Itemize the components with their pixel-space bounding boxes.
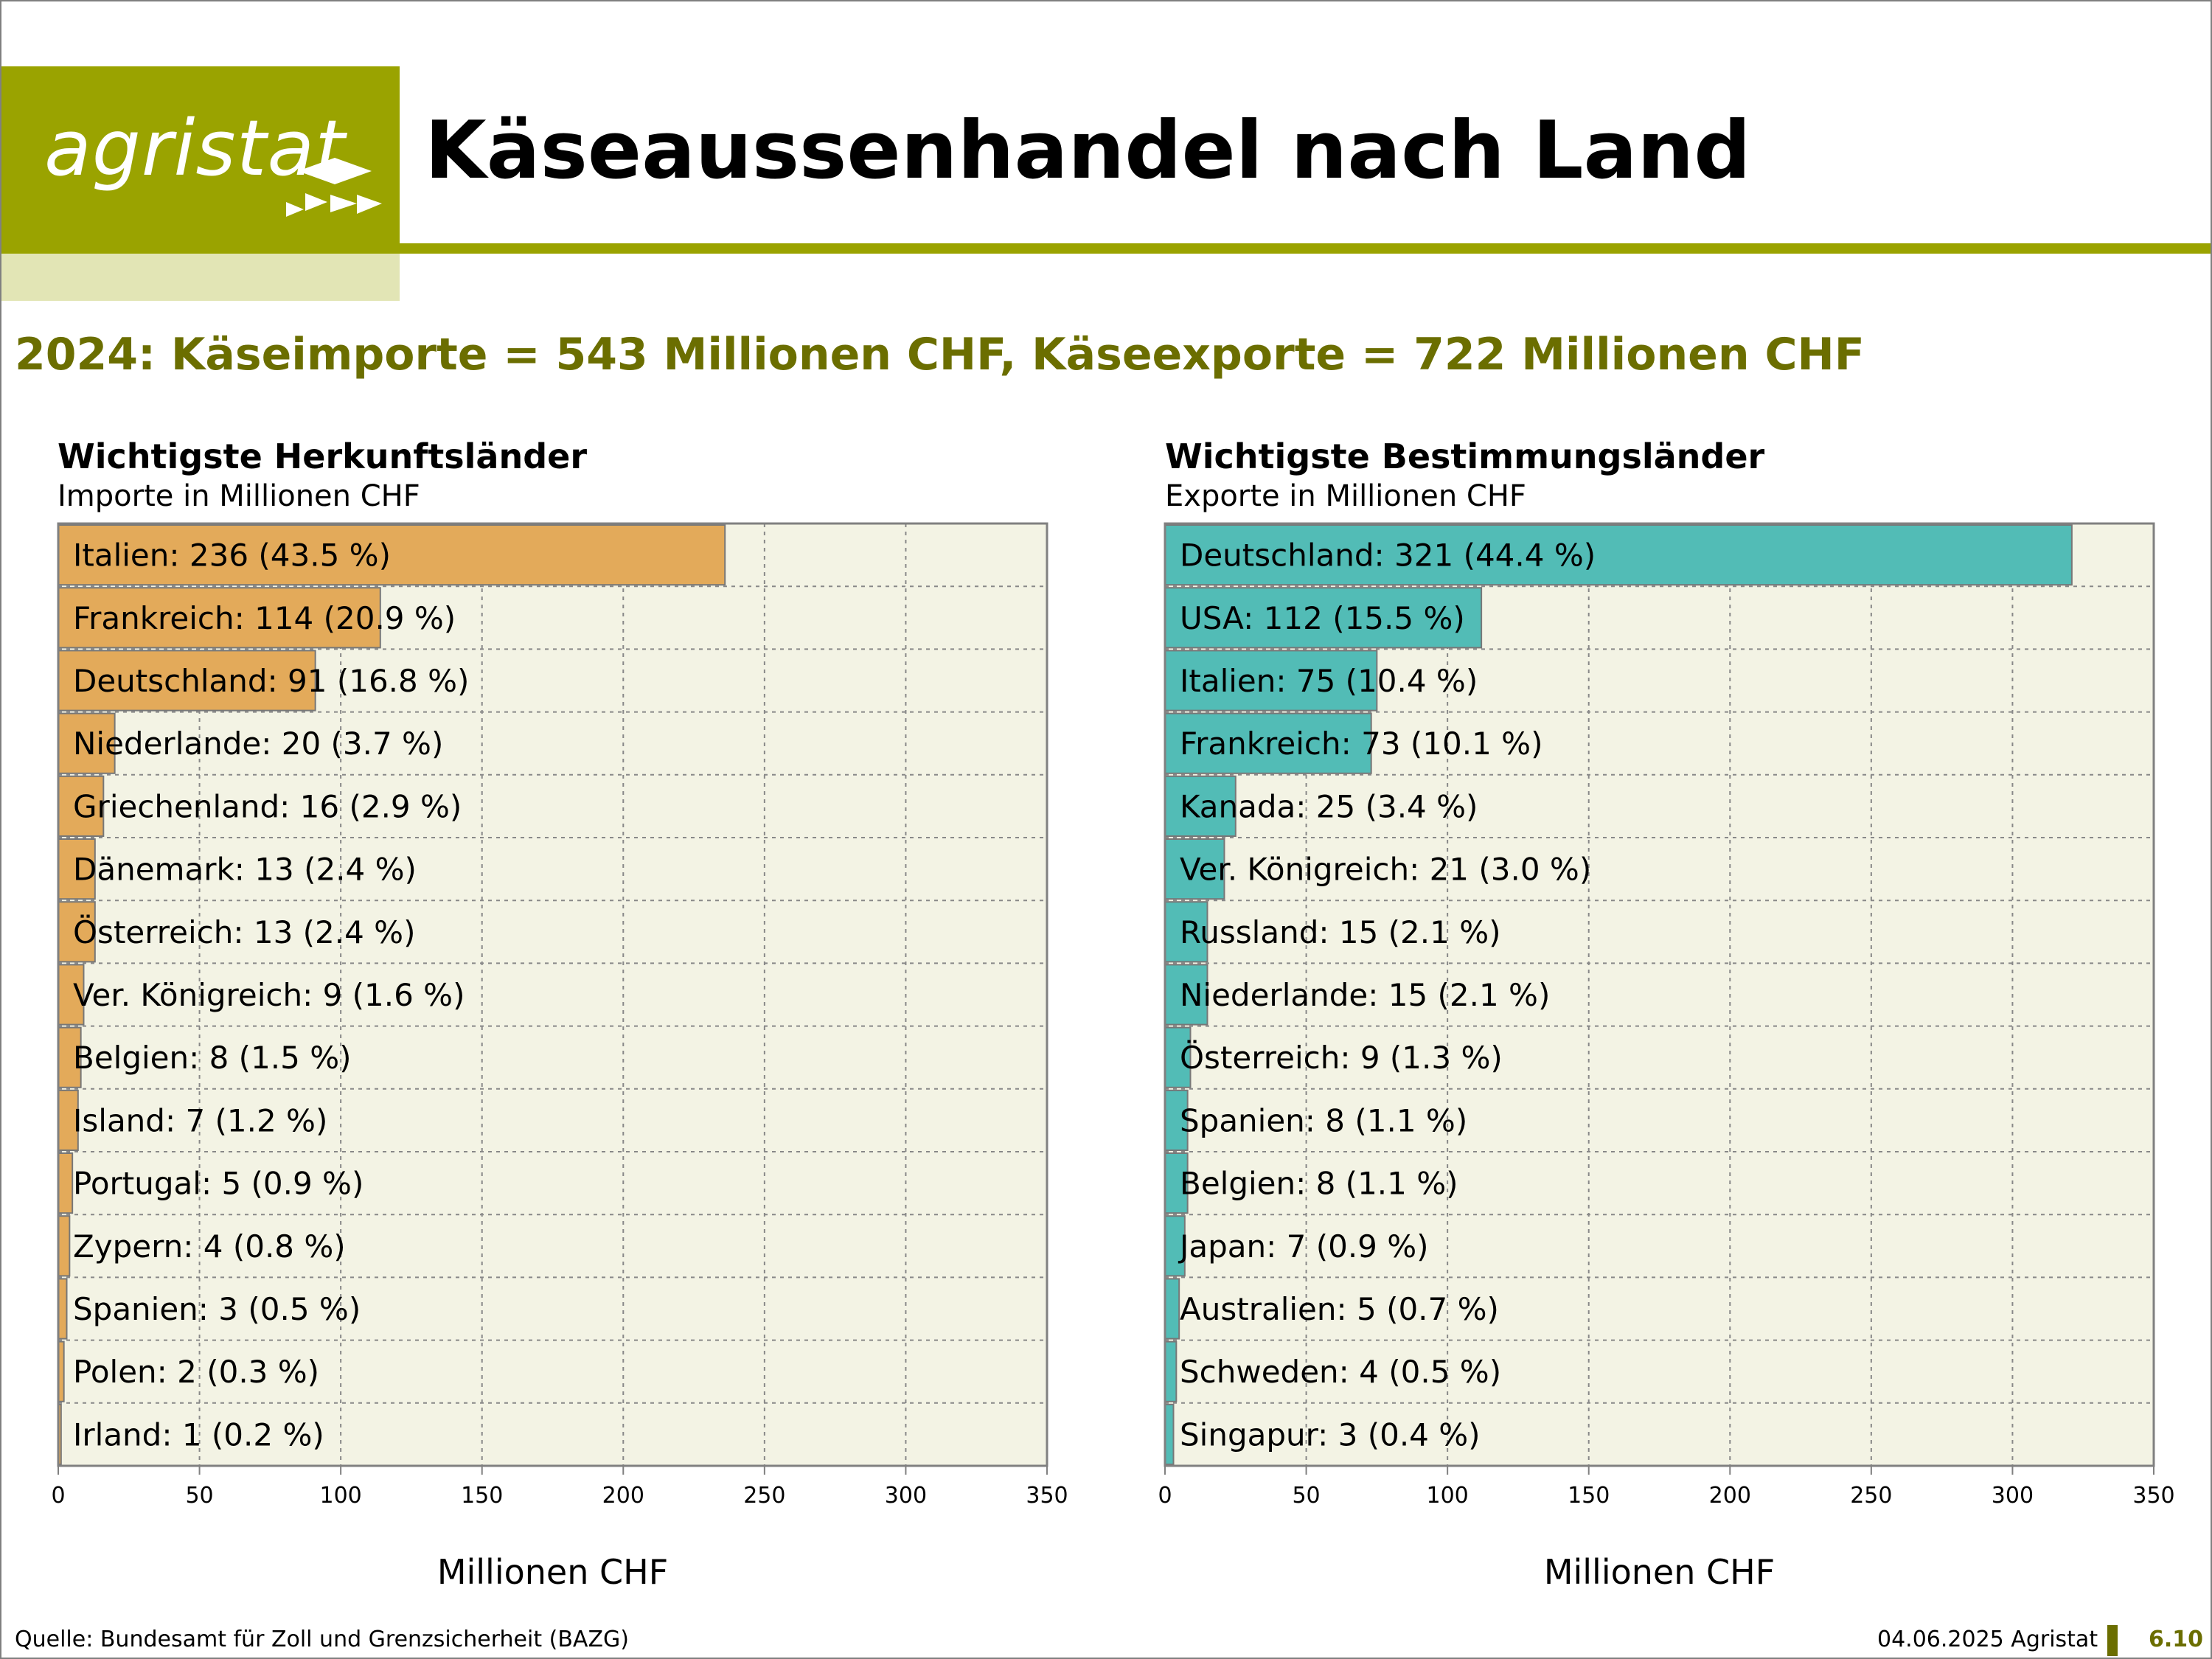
import-bar-label: Dänemark: 13 (2.4 %) <box>73 852 417 888</box>
import-bar-label: Zypern: 4 (0.8 %) <box>73 1228 346 1265</box>
export-bar <box>1164 1152 1189 1214</box>
import-bar-label: Niederlande: 20 (3.7 %) <box>73 726 443 762</box>
export-bar-label: Belgien: 8 (1.1 %) <box>1180 1166 1458 1202</box>
import-bar <box>58 524 726 586</box>
import-bar-label: Portugal: 5 (0.9 %) <box>73 1166 364 1202</box>
import-x-tick-label: 0 <box>51 1483 65 1509</box>
import-bar-label: Österreich: 13 (2.4 %) <box>73 914 415 950</box>
import-bar <box>58 587 381 649</box>
export-bar-label: Deutschland: 321 (44.4 %) <box>1180 538 1596 574</box>
import-bar <box>58 964 85 1026</box>
export-bar-label: Kanada: 25 (3.4 %) <box>1180 788 1478 824</box>
export-bar <box>1164 1278 1180 1340</box>
export-bar <box>1164 1089 1189 1152</box>
page-title: Käseaussenhandel nach Land <box>425 105 1751 197</box>
export-bar <box>1164 964 1208 1026</box>
export-chart-title: Wichtigste Bestimmungsländer <box>1165 437 1765 476</box>
import-bar <box>58 775 105 838</box>
export-bar-label: Spanien: 8 (1.1 %) <box>1180 1102 1467 1138</box>
export-x-tick-label: 300 <box>1992 1483 2034 1509</box>
import-bar-label: Island: 7 (1.2 %) <box>73 1102 327 1138</box>
export-bar-label: Singapur: 3 (0.4 %) <box>1180 1416 1481 1453</box>
export-bar-label: Frankreich: 73 (10.1 %) <box>1180 726 1543 762</box>
footer-date: 04.06.2025 Agristat <box>1877 1627 2098 1652</box>
export-bar <box>1164 524 2073 586</box>
import-bar-label: Deutschland: 91 (16.8 %) <box>73 663 469 699</box>
import-bar <box>58 650 316 712</box>
page-subtitle: 2024: Käseimporte = 543 Millionen CHF, K… <box>15 329 1865 380</box>
import-bar-label: Italien: 236 (43.5 %) <box>73 538 391 574</box>
export-x-tick-label: 350 <box>2132 1483 2174 1509</box>
export-x-tick-label: 150 <box>1568 1483 1610 1509</box>
export-bar-label: Schweden: 4 (0.5 %) <box>1180 1354 1501 1390</box>
export-x-tick-label: 0 <box>1158 1483 1172 1509</box>
import-x-axis-label: Millionen CHF <box>437 1552 668 1592</box>
export-x-tick-label: 250 <box>1850 1483 1892 1509</box>
import-x-tick-label: 150 <box>461 1483 503 1509</box>
export-x-tick-label: 50 <box>1292 1483 1320 1509</box>
import-chart-subtitle: Importe in Millionen CHF <box>58 479 420 513</box>
import-bar-label: Polen: 2 (0.3 %) <box>73 1354 319 1390</box>
export-bar <box>1164 1215 1186 1277</box>
import-bar-label: Spanien: 3 (0.5 %) <box>73 1291 361 1327</box>
export-bar-label: Italien: 75 (10.4 %) <box>1180 663 1478 699</box>
export-bar-label: Niederlande: 15 (2.1 %) <box>1180 977 1550 1013</box>
export-x-axis-label: Millionen CHF <box>1544 1552 1775 1592</box>
export-bar <box>1164 1026 1192 1088</box>
import-x-tick-label: 50 <box>185 1483 213 1509</box>
import-x-tick-label: 200 <box>602 1483 644 1509</box>
export-x-tick-label: 100 <box>1427 1483 1469 1509</box>
export-bar-label: USA: 112 (15.5 %) <box>1180 600 1465 636</box>
export-bar <box>1164 838 1225 900</box>
title-rule <box>400 243 2211 254</box>
export-bar <box>1164 712 1372 774</box>
import-bar-label: Belgien: 8 (1.5 %) <box>73 1040 352 1076</box>
import-x-tick-label: 350 <box>1026 1483 1068 1509</box>
export-bar <box>1164 901 1208 963</box>
export-bar <box>1164 1340 1178 1402</box>
import-x-tick-label: 100 <box>320 1483 362 1509</box>
import-bar <box>58 838 96 900</box>
export-bar-label: Ver. Königreich: 21 (3.0 %) <box>1180 852 1591 888</box>
page-number: 6.10 <box>2149 1627 2204 1652</box>
export-x-tick-label: 200 <box>1709 1483 1751 1509</box>
logo-underlay <box>1 254 400 301</box>
import-bar-label: Griechenland: 16 (2.9 %) <box>73 788 462 824</box>
export-bar-label: Russland: 15 (2.1 %) <box>1180 914 1500 950</box>
logo-text: agristat <box>44 103 346 193</box>
logo-mark-icon <box>286 158 382 217</box>
import-bar-label: Irland: 1 (0.2 %) <box>73 1416 324 1453</box>
export-bar <box>1164 1403 1175 1466</box>
export-chart-subtitle: Exporte in Millionen CHF <box>1165 479 1526 513</box>
import-bar-label: Frankreich: 114 (20.9 %) <box>73 600 456 636</box>
import-plot-border <box>57 522 1048 1467</box>
footer-source: Quelle: Bundesamt für Zoll und Grenzsich… <box>15 1627 629 1652</box>
import-chart-title: Wichtigste Herkunftsländer <box>58 437 588 476</box>
export-bar <box>1164 775 1237 838</box>
export-bar-label: Japan: 7 (0.9 %) <box>1178 1228 1429 1265</box>
export-bar-label: Australien: 5 (0.7 %) <box>1180 1291 1499 1327</box>
import-x-tick-label: 300 <box>885 1483 927 1509</box>
export-plot-border <box>1164 522 2155 1467</box>
footer-bar <box>2107 1625 2118 1656</box>
import-bar-label: Ver. Königreich: 9 (1.6 %) <box>73 977 465 1013</box>
export-bar-label: Österreich: 9 (1.3 %) <box>1180 1039 1503 1076</box>
export-bar <box>1164 587 1483 649</box>
import-bar <box>58 901 96 963</box>
import-x-tick-label: 250 <box>743 1483 785 1509</box>
